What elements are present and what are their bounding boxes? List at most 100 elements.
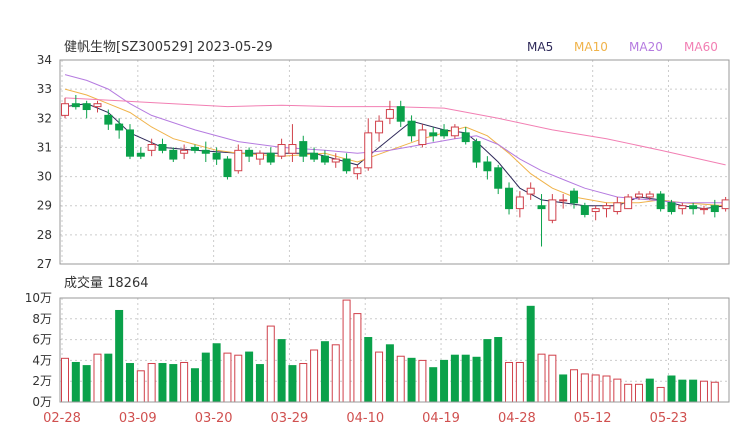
candle [537, 194, 546, 247]
candle-body [342, 158, 351, 172]
candle-body [136, 152, 145, 157]
date-tick-label: 04-19 [422, 411, 460, 426]
candle-body [515, 196, 524, 210]
legend-ma10[interactable]: MA10 [574, 40, 608, 54]
candle [201, 141, 210, 162]
candle-body [201, 149, 210, 154]
candle-body [548, 199, 557, 221]
volume-tick-label: 0万 [32, 395, 52, 409]
candle [461, 127, 470, 145]
candle-body [180, 149, 189, 154]
candle-body [624, 196, 633, 210]
candle [407, 115, 416, 142]
volume-tick-label: 6万 [32, 333, 52, 347]
candle-body [61, 103, 69, 116]
candle-body [104, 114, 113, 125]
legend-ma20[interactable]: MA20 [629, 40, 663, 54]
price-tick-label: 28 [37, 228, 52, 242]
candle [310, 147, 319, 162]
candle [223, 156, 232, 180]
candle-body [125, 129, 134, 157]
candle-body [591, 208, 600, 213]
candle [450, 124, 459, 139]
candle [515, 191, 524, 218]
ma-line-ma10 [64, 88, 726, 207]
candle [320, 150, 329, 165]
candle [548, 194, 557, 224]
volume-bar [710, 381, 719, 403]
volume-bar [223, 352, 232, 403]
volume-bar [288, 365, 297, 403]
candlestick-series [61, 94, 730, 247]
date-tick-label: 03-09 [119, 411, 157, 426]
candle-body [396, 106, 405, 122]
candle [699, 205, 708, 215]
volume-bar [494, 337, 503, 403]
price-y-axis: 27 28 29 30 31 32 33 34 [37, 53, 52, 271]
candle-body [505, 187, 514, 210]
volume-bar [82, 365, 91, 403]
candle [255, 150, 264, 165]
candle-body [407, 120, 416, 137]
volume-bar [602, 375, 611, 403]
legend-ma60[interactable]: MA60 [684, 40, 718, 54]
price-tick-label: 33 [37, 82, 52, 96]
volume-bar [277, 339, 286, 403]
candle-body [212, 152, 221, 160]
volume-bar [461, 354, 470, 403]
volume-bar [689, 379, 698, 403]
volume-bar [699, 380, 708, 403]
price-tick-label: 30 [37, 170, 52, 184]
candle [331, 153, 340, 168]
volume-bar [559, 374, 568, 403]
candle-body [223, 158, 232, 178]
candle [93, 100, 102, 113]
candle [483, 156, 492, 180]
volume-bar [353, 313, 362, 403]
volume-bar [537, 353, 546, 403]
volume-bars [61, 299, 719, 403]
ma-line-ma60 [64, 97, 726, 166]
candle [61, 97, 69, 119]
volume-y-axis: 0万 2万 4万 6万 8万 10万 [25, 291, 52, 409]
candle-body [710, 205, 719, 213]
volume-bar [201, 352, 210, 403]
candle [299, 135, 308, 162]
candle-body [559, 199, 568, 202]
candle-body [634, 193, 643, 198]
candle-body [299, 141, 308, 157]
candle [613, 196, 622, 215]
volume-bar [212, 343, 221, 403]
candle-body [440, 129, 449, 137]
ma-line-ma20 [64, 74, 726, 204]
volume-bar [515, 361, 524, 403]
volume-bar [93, 353, 102, 403]
candle [288, 124, 297, 162]
candle-body [450, 126, 459, 137]
candle [82, 100, 91, 119]
candle [429, 127, 438, 142]
volume-bar [396, 355, 405, 403]
volume-bar [580, 373, 589, 403]
candle-body [71, 103, 80, 108]
volume-bar [385, 344, 394, 403]
volume-bar [245, 351, 254, 403]
candle-body [526, 187, 535, 195]
candle-body [353, 167, 362, 175]
candle [342, 153, 351, 174]
candle [115, 118, 124, 139]
candle [656, 191, 665, 212]
candle-body [266, 152, 275, 163]
price-tick-label: 27 [37, 257, 52, 271]
volume-bar [483, 339, 492, 403]
candle-body [147, 144, 156, 151]
candle [526, 182, 535, 200]
volume-bar [136, 370, 145, 403]
legend-ma5[interactable]: MA5 [527, 40, 553, 54]
volume-tick-label: 8万 [32, 312, 52, 326]
candle-body [169, 149, 178, 160]
candle [418, 124, 427, 148]
candle [624, 194, 633, 210]
price-tick-label: 32 [37, 111, 52, 125]
candle [559, 194, 568, 209]
